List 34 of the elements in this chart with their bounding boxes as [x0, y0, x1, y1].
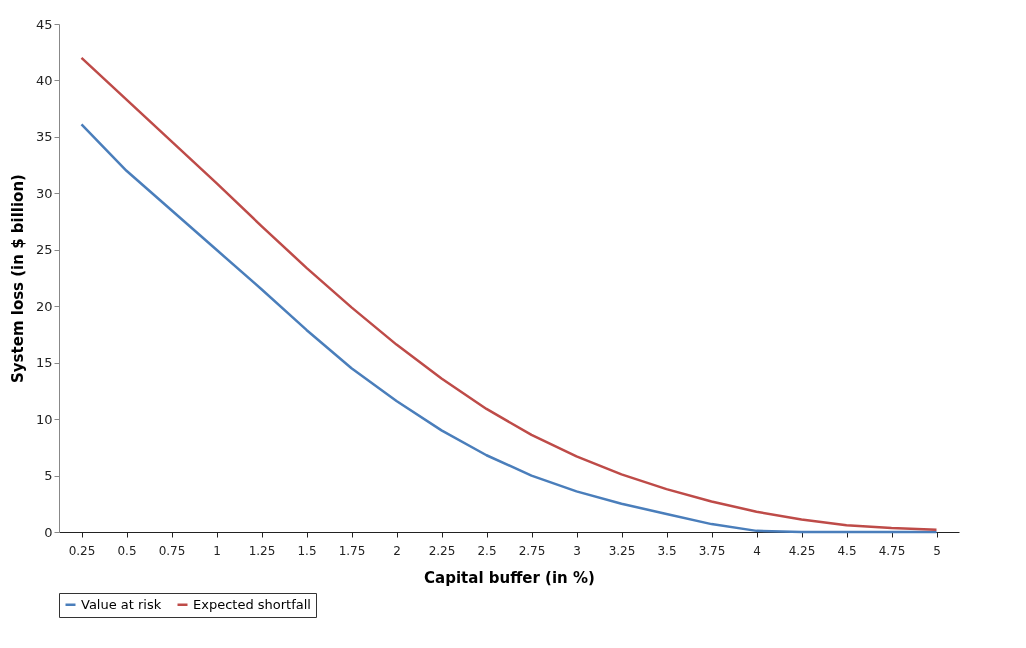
x-axis-title: Capital buffer (in %): [424, 568, 595, 587]
x-tick-label: 1: [213, 543, 221, 558]
x-tick-label: 0.25: [68, 543, 96, 558]
x-tick-label: 4.25: [788, 543, 816, 558]
x-tick-label: 1.5: [297, 543, 317, 558]
y-tick-label: 20: [35, 298, 53, 314]
x-tick-label: 4.5: [837, 543, 857, 558]
y-tick-label: 0: [44, 524, 53, 540]
x-tick-label: 4: [753, 543, 761, 558]
x-tick-label: 1.25: [248, 543, 276, 558]
x-tick-label: 3.75: [698, 543, 726, 558]
y-tick-label: 35: [35, 129, 53, 145]
x-tick-label: 2.75: [518, 543, 546, 558]
x-tick-label: 0.5: [117, 543, 137, 558]
x-tick-label: 2.5: [477, 543, 497, 558]
x-tick-label: 5: [933, 543, 941, 558]
x-tick-label: 3: [573, 543, 581, 558]
legend-label: Value at risk: [81, 596, 162, 612]
legend-label: Expected shortfall: [193, 596, 311, 612]
x-tick-label: 1.75: [338, 543, 366, 558]
x-tick-label: 4.75: [878, 543, 906, 558]
x-tick-label: 2: [393, 543, 401, 558]
y-tick-label: 40: [35, 72, 53, 88]
x-tick-label: 3.25: [608, 543, 636, 558]
y-tick-label: 10: [35, 411, 53, 427]
y-tick-label: 45: [35, 16, 53, 32]
y-tick-label: 30: [35, 185, 53, 201]
y-tick-label: 25: [35, 242, 53, 258]
x-tick-label: 3.5: [657, 543, 677, 558]
x-tick-label: 0.75: [158, 543, 186, 558]
y-tick-label: 5: [44, 468, 53, 484]
y-axis-title: System loss (in $ billion): [8, 174, 27, 383]
y-tick-label: 15: [35, 355, 53, 371]
x-tick-label: 2.25: [428, 543, 456, 558]
